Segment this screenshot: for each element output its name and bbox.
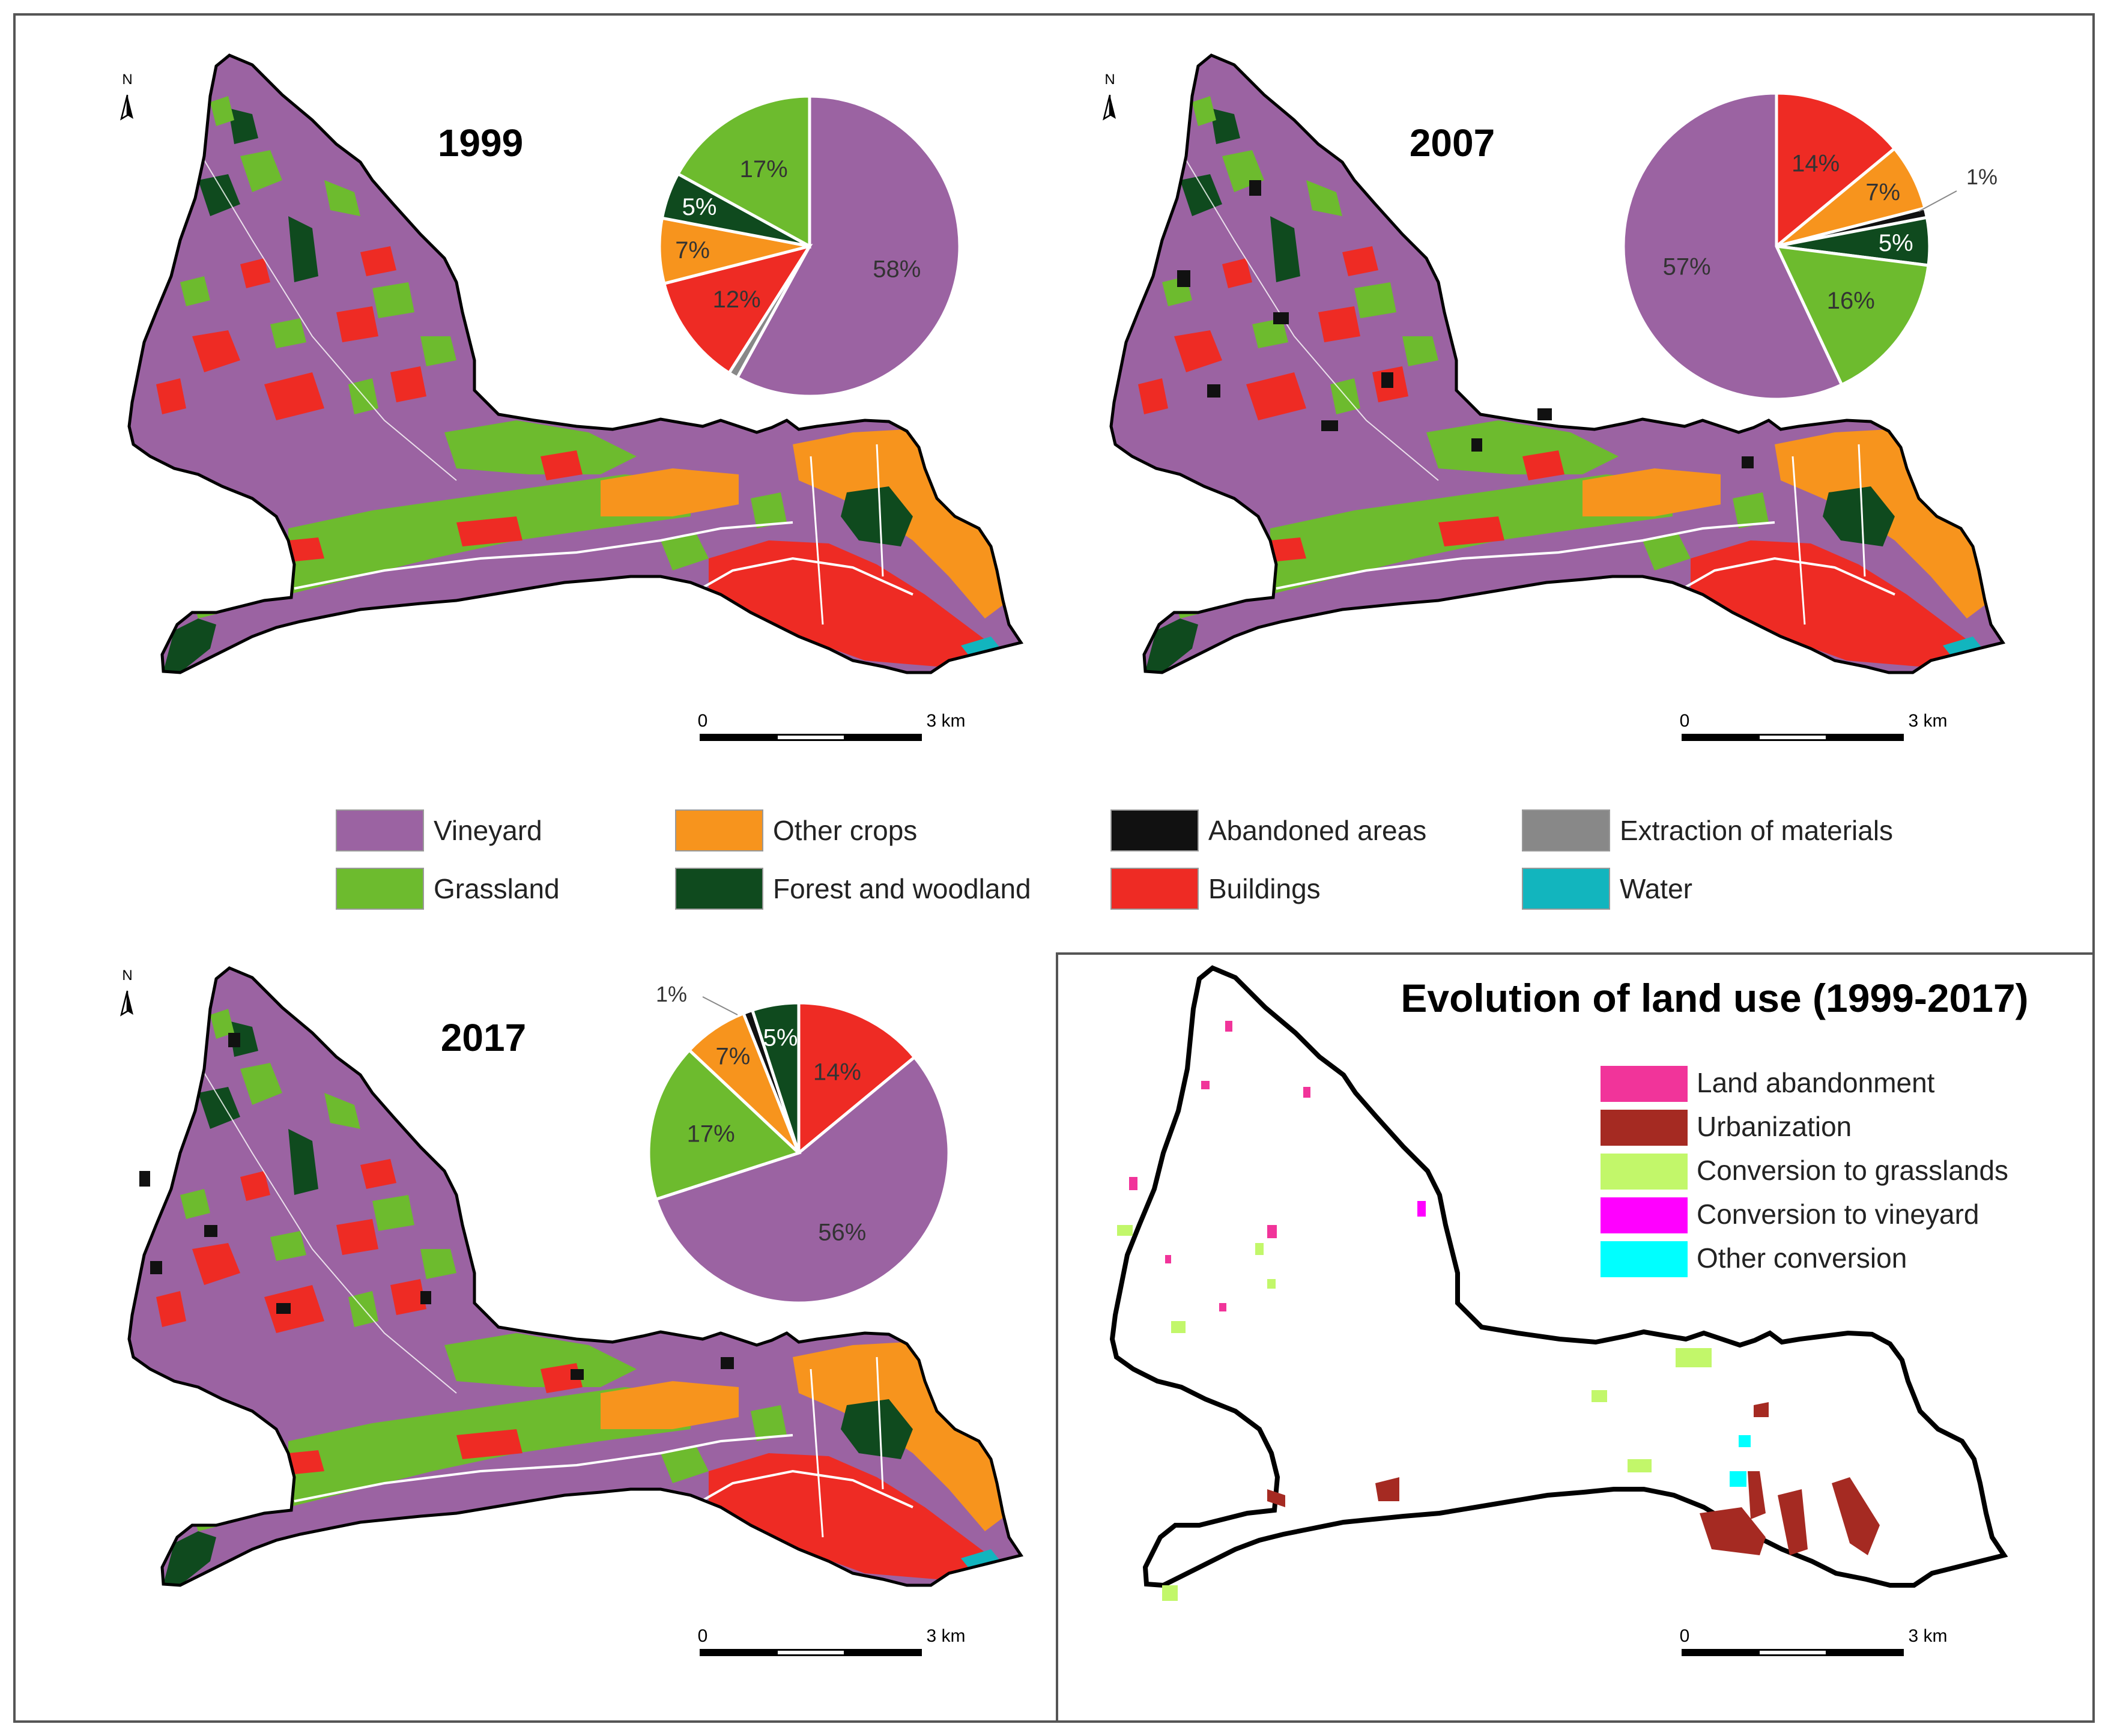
- scale-bar: 0 3 km: [698, 711, 966, 741]
- panel-2017: N 2017 14% 56% 17% 7% 5% 1% 0 3 km: [120, 967, 1021, 1656]
- scale-bar: 0 3 km: [698, 1626, 966, 1656]
- scale-zero: 0: [1680, 711, 1690, 731]
- legend-swatch-other_crops: [675, 809, 763, 851]
- evolution-swatch-other_conversion: [1601, 1241, 1688, 1277]
- legend-label-abandoned: Abandoned areas: [1208, 815, 1426, 846]
- pie-label-vineyard: 56%: [818, 1219, 866, 1245]
- pie-slice-vineyard: [735, 94, 962, 398]
- callout-line: [1918, 190, 1957, 212]
- scale-bar: 0 3 km: [1680, 1626, 1948, 1656]
- scale-bar: 0 3 km: [1680, 711, 1948, 741]
- pie-chart-1999: 58% 12%7% 5% 17%: [658, 94, 962, 398]
- legend-label-buildings: Buildings: [1208, 873, 1321, 904]
- scale-end: 3 km: [1908, 1626, 1947, 1646]
- pie-slice-vineyard: [1622, 91, 1844, 401]
- evolution-label-other_conversion: Other conversion: [1697, 1242, 1907, 1274]
- north-label: N: [122, 967, 132, 984]
- legend-swatch-buildings: [1110, 868, 1199, 910]
- pie-chart-2017: 14% 56% 17% 7% 5%: [647, 1001, 951, 1305]
- callout-one-percent-2007: 1%: [1966, 165, 1997, 189]
- evolution-swatch-conversion_grasslands: [1601, 1154, 1688, 1190]
- north-arrow-icon: [120, 990, 135, 1016]
- legend-label-other_crops: Other crops: [773, 815, 917, 846]
- callout-line: [702, 996, 738, 1015]
- legend-swatch-extraction: [1522, 809, 1610, 851]
- scale-end: 3 km: [926, 711, 965, 731]
- year-label-1999: 1999: [438, 121, 523, 165]
- pie-slice-grassland: [676, 94, 811, 249]
- pie-label-grassland: 17%: [740, 156, 788, 183]
- evolution-patches: [1117, 1021, 1880, 1601]
- legend-label-forest: Forest and woodland: [773, 873, 1031, 904]
- pie-label-forest: 5%: [682, 194, 717, 220]
- scale-zero: 0: [698, 711, 708, 731]
- evolution-label-conversion_grasslands: Conversion to grasslands: [1697, 1155, 2008, 1186]
- figure-frame: [13, 13, 2095, 1723]
- pie-slice-grassland: [647, 1048, 802, 1202]
- panel-evolution: Evolution of land use (1999-2017) Land a…: [1056, 952, 2095, 1723]
- scale-zero: 0: [1680, 1626, 1690, 1646]
- callout-one-percent-2017: 1%: [656, 982, 687, 1006]
- pie-label-other_crops: 7%: [715, 1044, 750, 1070]
- abandoned-patches: [139, 1033, 734, 1380]
- pie-slice-grassland: [1773, 244, 1930, 387]
- legend-swatch-vineyard: [336, 809, 424, 851]
- pie-slice-buildings: [797, 1001, 917, 1157]
- evolution-legend: Land abandonment Urbanization Conversion t…: [1601, 1066, 2008, 1277]
- land-use-legend: Vineyard Other crops Abandoned areas Extrac…: [336, 809, 1893, 910]
- pie-slice-vineyard: [654, 1055, 951, 1305]
- evolution-swatch-land_abandonment: [1601, 1066, 1688, 1102]
- panel-1999: N 1999 58% 12%7% 5% 17% 0 3 km: [120, 55, 1021, 741]
- pie-label-forest: 5%: [763, 1024, 798, 1051]
- pie-label-buildings: 12%: [713, 286, 761, 313]
- scale-zero: 0: [698, 1626, 708, 1646]
- year-label-2017: 2017: [441, 1016, 526, 1059]
- pie-label-other_crops: 7%: [675, 237, 710, 264]
- pie-label-grassland: 16%: [1827, 288, 1875, 314]
- pie-label-buildings: 14%: [1791, 151, 1840, 177]
- legend-label-water: Water: [1620, 873, 1692, 904]
- north-arrow-icon: [1103, 94, 1117, 120]
- legend-swatch-water: [1522, 868, 1610, 910]
- north-label: N: [122, 71, 132, 88]
- legend-swatch-abandoned: [1110, 809, 1199, 851]
- pie-label-grassland: 17%: [687, 1121, 735, 1147]
- pie-slice-forest: [750, 1001, 801, 1154]
- evolution-label-land_abandonment: Land abandonment: [1697, 1067, 1935, 1098]
- north-label: N: [1104, 71, 1115, 88]
- pie-label-other_crops: 7%: [1865, 180, 1900, 206]
- pie-label-forest: 5%: [1879, 230, 1913, 256]
- abandoned-patches: [1177, 180, 1754, 468]
- evolution-swatch-urbanization: [1601, 1110, 1688, 1146]
- legend-swatch-grassland: [336, 868, 424, 910]
- evolution-label-conversion_vineyard: Conversion to vineyard: [1697, 1199, 1979, 1230]
- legend-swatch-forest: [675, 868, 763, 910]
- scale-end: 3 km: [926, 1626, 965, 1646]
- pie-label-buildings: 14%: [813, 1059, 861, 1085]
- pie-label-vineyard: 58%: [873, 256, 921, 282]
- legend-label-extraction: Extraction of materials: [1620, 815, 1893, 846]
- scale-end: 3 km: [1908, 711, 1947, 731]
- evolution-swatch-conversion_vineyard: [1601, 1197, 1688, 1233]
- evolution-label-urbanization: Urbanization: [1697, 1111, 1852, 1142]
- year-label-2007: 2007: [1410, 121, 1495, 165]
- pie-chart-2007: 14% 7% 5% 16% 57%: [1622, 91, 1931, 401]
- north-arrow-icon: [120, 94, 135, 120]
- evolution-title: Evolution of land use (1999-2017): [1401, 976, 2028, 1020]
- legend-label-vineyard: Vineyard: [434, 815, 542, 846]
- pie-slice-buildings: [1775, 91, 1897, 250]
- pie-slice-buildings: [662, 244, 813, 375]
- pie-label-vineyard: 57%: [1663, 253, 1711, 280]
- panel-2007: N 2007 14% 7% 5% 16% 57% 1% 0 3 km: [1103, 55, 2003, 741]
- legend-label-grassland: Grassland: [434, 873, 560, 904]
